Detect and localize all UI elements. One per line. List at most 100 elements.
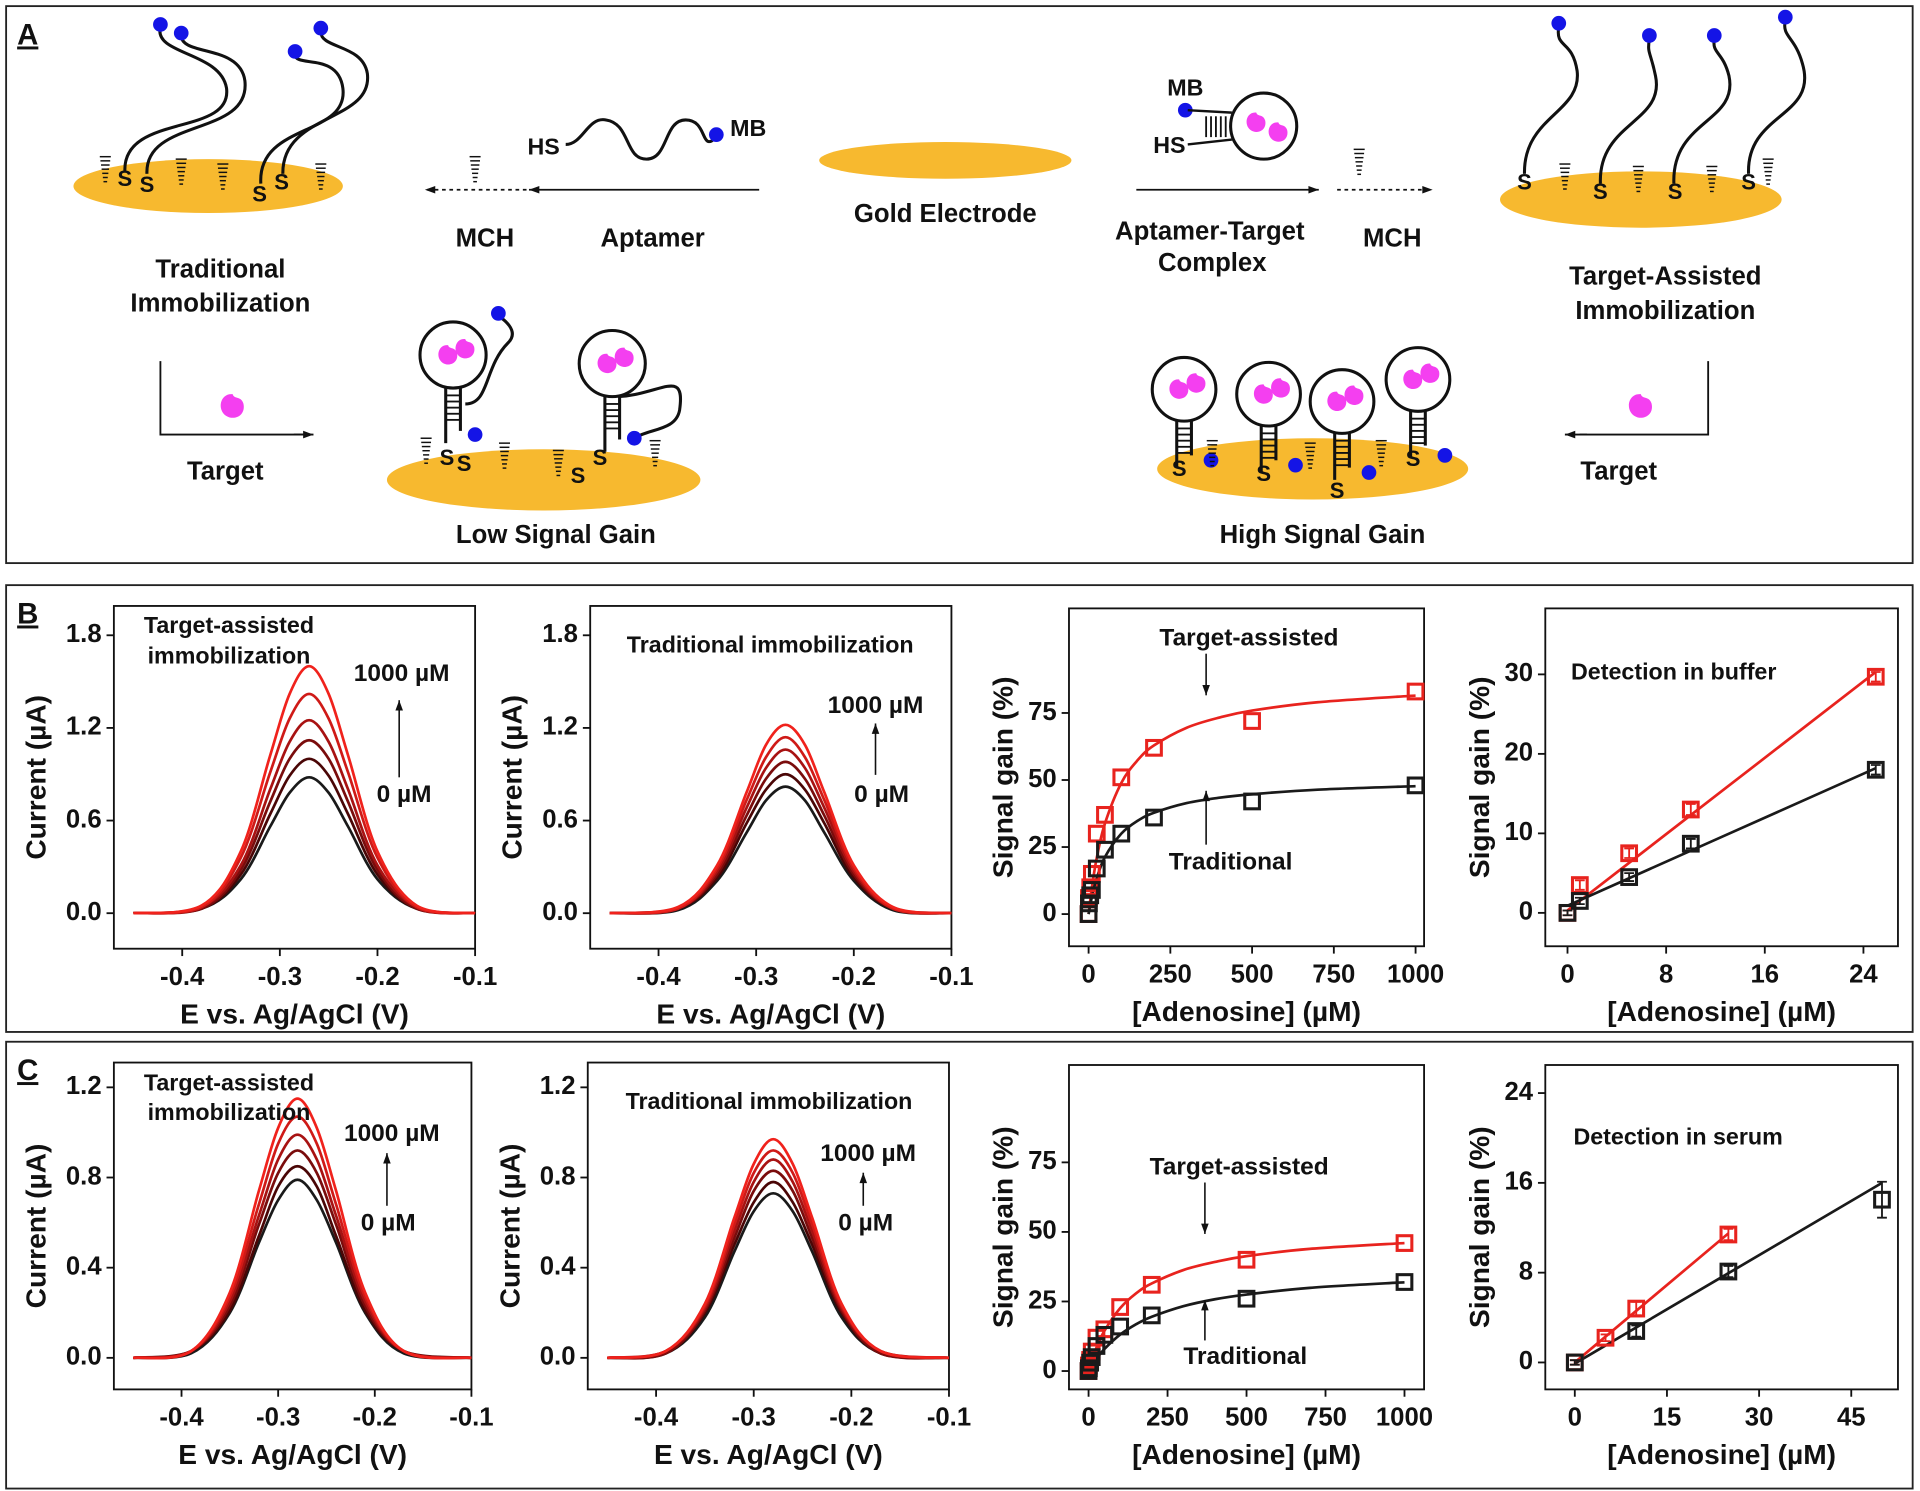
- error-bar: [1624, 847, 1635, 859]
- data-point: [1873, 1190, 1891, 1209]
- x-axis-label: E vs. Ag/AgCl (V): [178, 1439, 407, 1470]
- stem: [1187, 108, 1232, 114]
- cv-curve: [607, 1169, 950, 1360]
- error-bar: [1569, 1359, 1580, 1366]
- cv-curve: [609, 748, 952, 915]
- arrow-head: [424, 185, 436, 194]
- y-tick-label: 0: [1042, 899, 1056, 927]
- y-axis-label: Signal gain (%): [988, 1126, 1019, 1328]
- gold-electrode: [819, 142, 1072, 179]
- x-tick-label: 750: [1304, 1404, 1347, 1432]
- data-point: [1406, 776, 1425, 795]
- panel-label: B: [17, 598, 38, 631]
- x-tick-label: 0: [1560, 960, 1574, 988]
- methylene-blue: [491, 306, 506, 321]
- plot-frame: [1544, 1064, 1899, 1391]
- annotation: 1000 µM: [828, 692, 924, 719]
- label: Target-Assisted: [1569, 263, 1761, 291]
- target-molecule: [220, 394, 244, 418]
- aptamer-strand: [565, 118, 717, 161]
- y-tick-label: 75: [1028, 698, 1057, 726]
- data-point: [1627, 1322, 1646, 1340]
- annotation: Target-assisted: [1150, 1153, 1329, 1180]
- annotation: Traditional: [1183, 1343, 1307, 1370]
- x-axis-label: [Adenosine] (µM): [1607, 996, 1836, 1027]
- label: S: [593, 445, 608, 470]
- y-tick-label: 50: [1028, 765, 1057, 793]
- target-molecule: [455, 339, 475, 359]
- label: MCH: [456, 225, 515, 253]
- data-point: [1112, 824, 1131, 843]
- cv-curve: [133, 1097, 472, 1360]
- label: S: [274, 169, 289, 194]
- label: MB: [1167, 75, 1203, 101]
- y-axis-label: Current (µA): [497, 695, 528, 860]
- error-bar: [1624, 872, 1635, 882]
- chart-title: immobilization: [148, 643, 311, 669]
- aptamer-strand: [281, 31, 369, 174]
- error-bar: [1870, 671, 1881, 683]
- arrow-head: [1422, 185, 1433, 194]
- label: S: [1593, 179, 1608, 204]
- annotation: 0 µM: [854, 781, 909, 808]
- plot-frame: [112, 1061, 473, 1391]
- y-tick-label: 0.8: [540, 1162, 576, 1190]
- methylene-blue: [467, 427, 483, 442]
- label: S: [440, 445, 455, 470]
- data-point: [1243, 712, 1261, 730]
- y-tick-label: 0: [1519, 1347, 1533, 1375]
- target-molecule: [1344, 385, 1364, 405]
- data-point: [1620, 868, 1639, 886]
- methylene-blue: [626, 430, 642, 446]
- x-tick-label: 250: [1149, 960, 1192, 988]
- error-bar: [1631, 1324, 1642, 1338]
- cv-curve: [133, 692, 476, 915]
- panel-c-frame: [5, 1040, 1914, 1490]
- panel-label: C: [17, 1054, 38, 1087]
- label: High Signal Gain: [1220, 521, 1426, 549]
- annotation: 0 µM: [361, 1210, 416, 1237]
- label: HS: [528, 133, 560, 159]
- data-point: [1719, 1225, 1738, 1244]
- y-axis-label: Current (µA): [494, 1144, 525, 1309]
- gold-electrode: [1157, 438, 1469, 500]
- target-molecule: [1246, 112, 1266, 132]
- x-tick-label: -0.4: [160, 963, 205, 991]
- x-tick-label: 0: [1568, 1404, 1582, 1432]
- cv-curve: [133, 1149, 472, 1360]
- fit-line: [1573, 1232, 1730, 1364]
- gold-electrode: [386, 449, 701, 511]
- target-molecule: [1271, 378, 1290, 398]
- aptamer-strand: [259, 53, 345, 184]
- y-tick-label: 0.0: [540, 1343, 576, 1371]
- target-molecule: [438, 345, 458, 365]
- y-tick-label: 0.0: [542, 898, 578, 926]
- label: Target: [1580, 457, 1657, 485]
- methylene-blue: [1551, 15, 1567, 31]
- y-tick-label: 25: [1028, 1286, 1057, 1314]
- chart-title: immobilization: [148, 1099, 311, 1125]
- y-tick-label: 0: [1042, 1356, 1056, 1384]
- arrow-head: [383, 1153, 391, 1164]
- y-axis-label: Current (µA): [20, 1144, 51, 1309]
- x-tick-label: 500: [1231, 960, 1274, 988]
- data-point: [1145, 808, 1163, 827]
- error-bar: [1723, 1227, 1734, 1242]
- target-molecule: [1327, 391, 1347, 412]
- annotation: Traditional: [1169, 848, 1293, 875]
- error-bar: [1877, 1180, 1887, 1219]
- x-tick-label: 45: [1837, 1404, 1866, 1432]
- data-point: [1082, 881, 1101, 899]
- target-molecule: [1420, 363, 1440, 383]
- methylene-blue: [1437, 448, 1453, 463]
- gold-electrode: [1500, 171, 1782, 228]
- cv-curve: [607, 1180, 950, 1360]
- data-point: [1142, 1275, 1161, 1294]
- methylene-blue: [1777, 9, 1793, 25]
- target-molecule: [1169, 379, 1189, 399]
- aptamer-strand: [618, 384, 683, 440]
- methylene-blue: [173, 25, 189, 41]
- target-molecule: [1186, 373, 1206, 393]
- data-point: [1681, 834, 1700, 853]
